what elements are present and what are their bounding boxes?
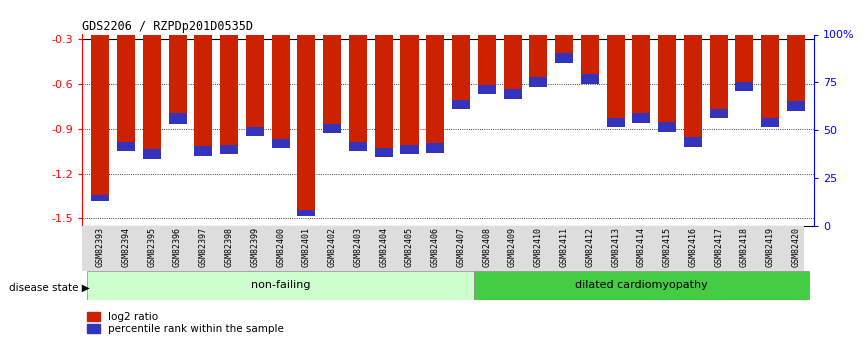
Bar [478, 34, 496, 85]
Text: GSM82407: GSM82407 [456, 227, 466, 267]
Bar [581, 34, 599, 74]
Text: GSM82409: GSM82409 [508, 227, 517, 267]
Bar [684, 34, 702, 137]
Bar [503, 34, 521, 89]
Bar [220, 34, 238, 145]
Bar [555, 34, 573, 53]
Bar [349, 34, 367, 141]
Bar [474, 271, 809, 300]
Text: GSM82408: GSM82408 [482, 227, 491, 267]
Bar [684, 137, 702, 147]
Bar [91, 195, 109, 200]
Text: non-failing: non-failing [251, 280, 310, 290]
Bar [761, 34, 779, 118]
Text: GSM82394: GSM82394 [121, 227, 131, 267]
Bar [375, 34, 393, 148]
Text: GSM82397: GSM82397 [199, 227, 208, 267]
Legend: log2 ratio, percentile rank within the sample: log2 ratio, percentile rank within the s… [87, 312, 284, 334]
Text: GSM82401: GSM82401 [302, 227, 311, 267]
Text: GSM82403: GSM82403 [353, 227, 363, 267]
Bar [194, 146, 212, 156]
Bar [297, 210, 315, 216]
Bar [272, 34, 290, 139]
Text: GSM82400: GSM82400 [276, 227, 285, 267]
Bar [529, 34, 547, 77]
Bar [323, 34, 341, 124]
Bar [297, 34, 315, 210]
Bar [478, 85, 496, 94]
Bar [632, 113, 650, 123]
Bar [632, 34, 650, 113]
Bar [143, 149, 161, 159]
FancyBboxPatch shape [82, 226, 804, 271]
Text: GSM82413: GSM82413 [611, 227, 620, 267]
Bar [246, 127, 264, 136]
Text: GDS2206 / RZPDp201D0535D: GDS2206 / RZPDp201D0535D [82, 20, 253, 33]
Bar [735, 34, 753, 82]
Bar [375, 148, 393, 157]
Bar [761, 118, 779, 127]
Bar [169, 113, 187, 124]
Text: GSM82411: GSM82411 [559, 227, 569, 267]
Text: GSM82416: GSM82416 [688, 227, 697, 267]
Bar [426, 34, 444, 143]
Text: disease state ▶: disease state ▶ [9, 283, 89, 293]
Text: GSM82395: GSM82395 [147, 227, 157, 267]
Text: dilated cardiomyopathy: dilated cardiomyopathy [575, 280, 708, 290]
Bar [169, 34, 187, 113]
Bar [658, 122, 676, 132]
Text: GSM82393: GSM82393 [96, 227, 105, 267]
Bar [452, 100, 470, 109]
Bar [91, 34, 109, 195]
Bar [349, 141, 367, 151]
Bar [400, 145, 418, 154]
Text: GSM82398: GSM82398 [224, 227, 234, 267]
Text: GSM82412: GSM82412 [585, 227, 594, 267]
Bar [529, 77, 547, 87]
Bar [606, 34, 624, 118]
Text: GSM82402: GSM82402 [327, 227, 337, 267]
Text: GSM82418: GSM82418 [740, 227, 749, 267]
Text: GSM82420: GSM82420 [792, 227, 800, 267]
Bar [246, 34, 264, 127]
Bar [787, 34, 805, 101]
Bar [452, 34, 470, 100]
Bar [87, 271, 474, 300]
Bar [787, 101, 805, 111]
Text: GSM82419: GSM82419 [766, 227, 775, 267]
Text: GSM82396: GSM82396 [173, 227, 182, 267]
Bar [555, 53, 573, 63]
Bar [709, 34, 727, 109]
Bar [709, 109, 727, 118]
Text: GSM82410: GSM82410 [533, 227, 543, 267]
Bar [581, 74, 599, 84]
Text: GSM82417: GSM82417 [714, 227, 723, 267]
Bar [735, 82, 753, 91]
Text: GSM82405: GSM82405 [405, 227, 414, 267]
Bar [117, 141, 135, 151]
Bar [426, 143, 444, 153]
Text: GSM82404: GSM82404 [379, 227, 388, 267]
Bar [194, 34, 212, 146]
Bar [503, 89, 521, 99]
Bar [606, 118, 624, 127]
Bar [272, 139, 290, 148]
Text: GSM82414: GSM82414 [637, 227, 646, 267]
Bar [658, 34, 676, 122]
Text: GSM82415: GSM82415 [662, 227, 672, 267]
Bar [400, 34, 418, 145]
Bar [323, 124, 341, 133]
Bar [117, 34, 135, 141]
Text: GSM82406: GSM82406 [430, 227, 440, 267]
Text: GSM82399: GSM82399 [250, 227, 260, 267]
Bar [220, 145, 238, 154]
Bar [143, 34, 161, 149]
